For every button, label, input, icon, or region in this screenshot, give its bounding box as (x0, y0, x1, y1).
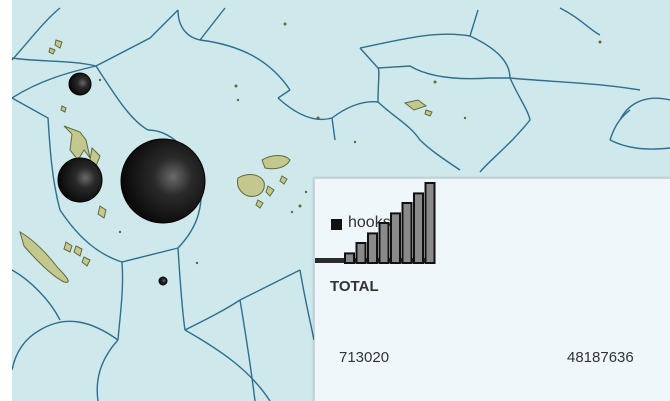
histogram-bar (355, 242, 367, 264)
fiji-islet-2 (279, 175, 288, 185)
histogram-bar (413, 192, 424, 264)
loyalty-island-2 (73, 245, 83, 257)
series-swatch (331, 219, 342, 230)
fiji-islet-1 (265, 185, 275, 197)
legend-histogram (315, 182, 436, 265)
marker-south-tiny[interactable] (158, 276, 168, 286)
marker-large[interactable] (120, 138, 206, 224)
solomon-islet-1 (54, 39, 63, 49)
islands (19, 39, 433, 283)
vanuatu-island-1 (63, 125, 91, 161)
loyalty-island-1 (63, 241, 73, 253)
total-label: TOTAL (330, 278, 379, 295)
vanuatu-islet-4 (60, 105, 67, 113)
proportional-markers[interactable] (57, 72, 206, 286)
vanuatu-island-3 (97, 205, 107, 219)
histogram-bar (344, 252, 355, 265)
new-caledonia-island (19, 230, 69, 283)
legend-min-value: 713020 (339, 349, 390, 366)
loyalty-island-3 (81, 256, 91, 267)
histogram-bar (390, 212, 401, 264)
histogram-bar (367, 232, 378, 265)
solomon-islet-2 (48, 47, 56, 55)
legend-max-value: 48187636 (567, 349, 634, 366)
legend-panel: hooks TOTAL 713020 48187636 (314, 178, 670, 401)
fiji-islet-3 (255, 199, 264, 209)
samoa-upolu (403, 99, 428, 111)
left-edge-strip (0, 0, 12, 401)
region-borders (11, 7, 670, 401)
fiji-vanua-levu (261, 155, 291, 170)
fiji-viti-levu (237, 174, 265, 197)
samoa-islet (424, 109, 433, 117)
histogram-bar (401, 202, 413, 264)
histogram-bar (424, 182, 436, 264)
histogram-bar (378, 222, 390, 264)
marker-mid-left[interactable] (57, 157, 103, 203)
marker-north-small[interactable] (68, 72, 92, 96)
